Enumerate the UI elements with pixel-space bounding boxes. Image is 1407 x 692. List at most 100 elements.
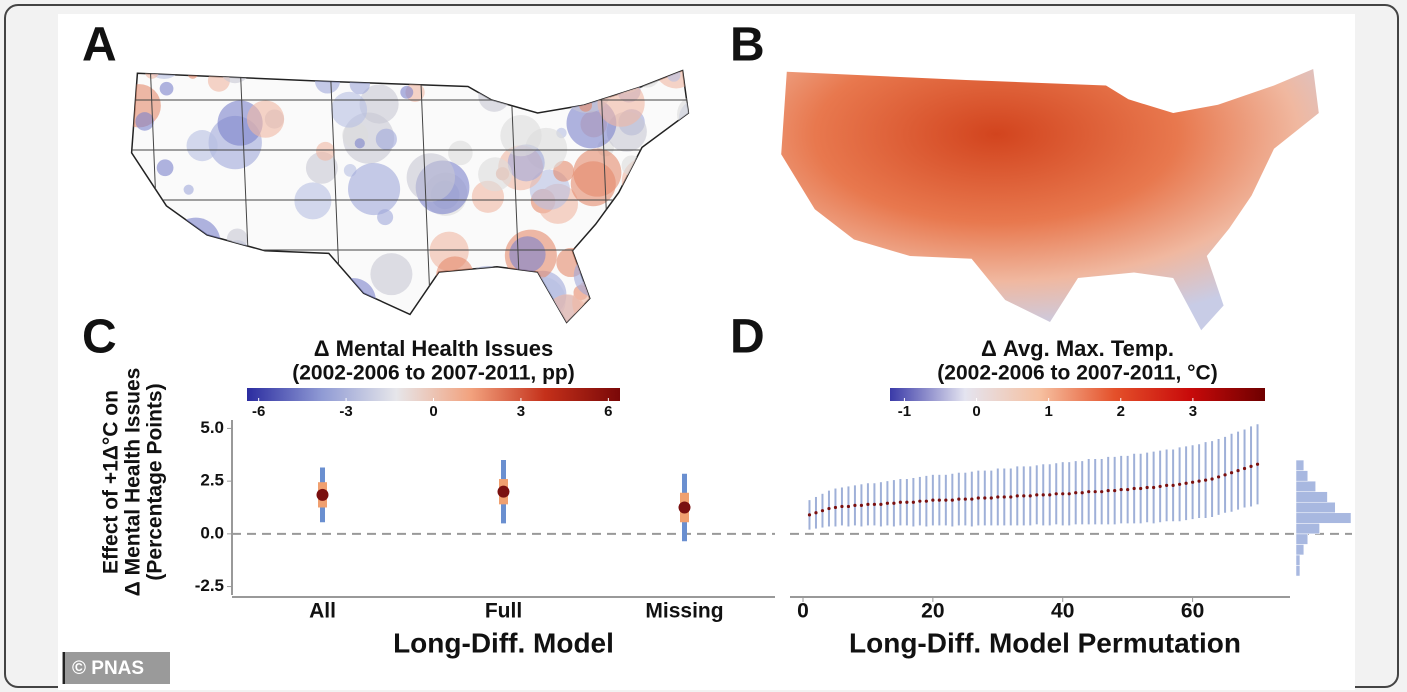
point — [1093, 490, 1097, 494]
bubble — [570, 161, 616, 207]
point — [1035, 493, 1039, 497]
point — [1216, 475, 1221, 479]
point — [1184, 481, 1188, 485]
point — [840, 504, 844, 509]
colorbar-title: Δ Avg. Max. Temp. — [981, 336, 1174, 361]
point — [918, 499, 922, 503]
point — [1197, 479, 1201, 483]
point — [1242, 466, 1247, 471]
x-tick-label: Full — [485, 600, 522, 623]
point — [898, 500, 902, 504]
bubble — [156, 159, 174, 177]
colorbar-subtitle: (2002-2006 to 2007-2011, °C) — [937, 362, 1217, 385]
x-tick-label: 60 — [1181, 600, 1204, 623]
point — [1223, 473, 1227, 477]
point — [1028, 494, 1032, 498]
point — [820, 509, 825, 513]
point — [316, 488, 329, 501]
colorbar-title: Δ Mental Health Issues — [314, 336, 554, 361]
point — [853, 503, 857, 507]
bubble — [546, 294, 588, 323]
bubble — [331, 91, 368, 128]
histogram-bar — [1295, 544, 1305, 556]
colorbar-subtitle: (2002-2006 to 2007-2011, pp) — [292, 362, 575, 385]
y-tick-label: 0.0 — [200, 523, 224, 542]
panel-label: B — [730, 19, 765, 72]
point — [931, 498, 935, 502]
colorbar — [890, 388, 1265, 401]
bubble — [305, 151, 338, 184]
histogram-bar — [1295, 512, 1352, 524]
point — [1002, 495, 1006, 499]
point — [1061, 492, 1065, 496]
x-tick-label: All — [309, 600, 336, 623]
bubble — [348, 163, 401, 216]
histogram-bar — [1295, 565, 1301, 577]
point — [1054, 492, 1058, 496]
y-axis-label: Effect of +1Δ°C on — [100, 390, 123, 574]
y-tick-label: 2.5 — [200, 471, 224, 490]
point — [983, 496, 987, 500]
point — [957, 497, 961, 501]
map-heat — [781, 69, 1319, 331]
colorbar-tick-label: 0 — [972, 403, 980, 420]
bubble — [186, 130, 218, 162]
bubble — [354, 138, 365, 149]
histogram-bar — [1295, 533, 1309, 545]
bubble — [135, 112, 154, 131]
colorbar-tick-label: -6 — [252, 403, 265, 420]
point — [1210, 477, 1214, 481]
point — [1171, 483, 1175, 487]
y-axis-label: (Percentage Points) — [144, 383, 167, 580]
point — [1087, 490, 1091, 494]
bubble — [500, 114, 542, 157]
point — [924, 499, 928, 503]
point — [1067, 492, 1071, 496]
point — [814, 511, 818, 515]
bubble — [246, 100, 285, 138]
histogram-bar — [1295, 459, 1305, 471]
histogram-bar — [1295, 501, 1336, 514]
panel-label: A — [82, 19, 117, 72]
point — [1106, 489, 1110, 493]
watermark-box — [62, 652, 170, 684]
point — [846, 504, 851, 509]
point — [1190, 480, 1195, 484]
point — [1178, 482, 1182, 486]
bubble — [294, 182, 332, 220]
point — [872, 502, 877, 506]
point — [937, 498, 941, 502]
bubble — [400, 85, 414, 99]
point — [1165, 483, 1169, 487]
colorbar-tick-label: -1 — [898, 403, 911, 420]
watermark: © PNAS — [72, 658, 144, 679]
histogram-bar — [1295, 554, 1301, 566]
point — [996, 495, 1000, 499]
point — [1080, 491, 1084, 495]
bubble — [159, 81, 174, 96]
point — [963, 497, 967, 501]
point — [911, 500, 915, 504]
colorbar-tick-label: 3 — [1189, 403, 1197, 420]
colorbar-tick-label: 2 — [1117, 403, 1125, 420]
x-axis-label: Long-Diff. Model — [393, 627, 614, 658]
point — [879, 502, 883, 506]
x-tick-label: 0 — [797, 600, 809, 623]
point — [989, 496, 993, 500]
point — [1145, 485, 1149, 490]
colorbar-tick-label: 0 — [429, 403, 437, 420]
point — [866, 502, 870, 506]
x-axis-label: Long-Diff. Model Permutation — [849, 627, 1241, 658]
histogram-bar — [1295, 523, 1320, 535]
point — [1139, 486, 1143, 491]
bubble — [375, 128, 397, 150]
point — [807, 513, 812, 517]
panel-label: C — [82, 311, 117, 364]
panel-label: D — [730, 311, 765, 364]
bubble — [448, 140, 473, 166]
point — [1113, 489, 1117, 493]
point — [1158, 484, 1162, 489]
point — [905, 500, 909, 504]
